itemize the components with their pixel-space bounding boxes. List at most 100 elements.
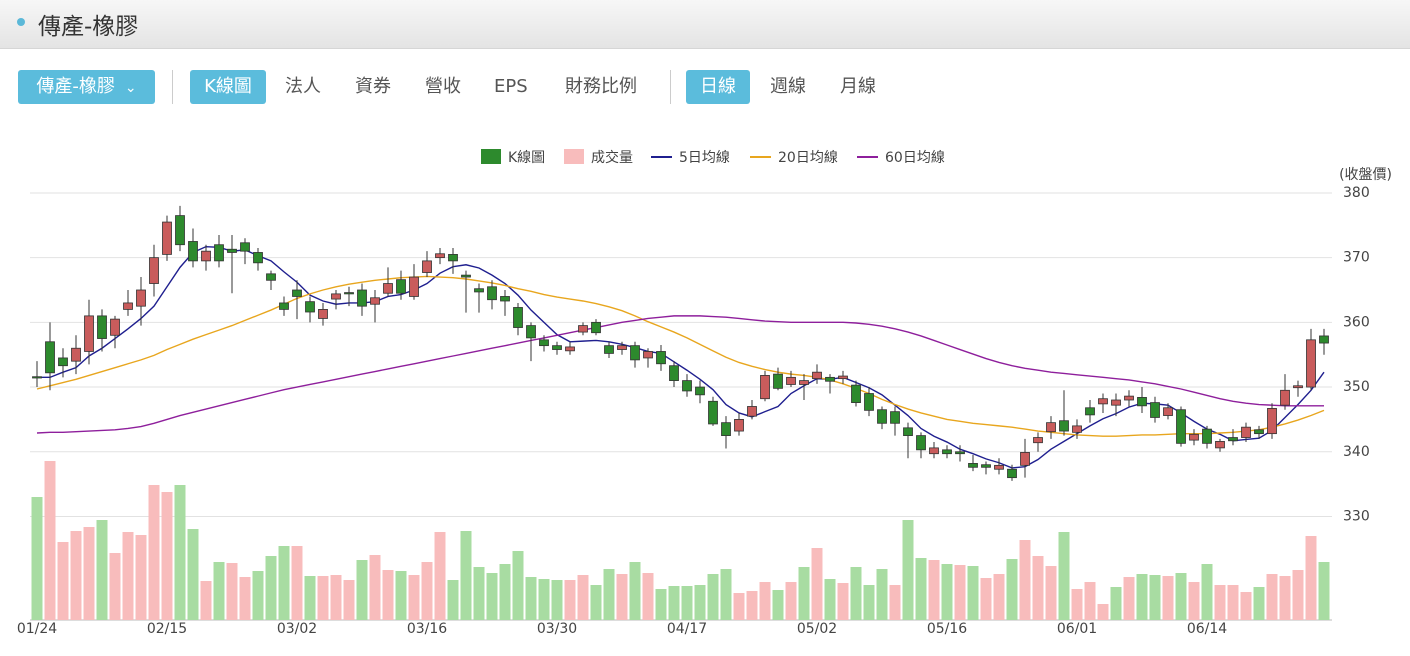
legend-swatch[interactable]	[564, 149, 584, 164]
volume-bar	[1253, 587, 1265, 620]
candle-body	[656, 351, 666, 365]
volume-bar	[57, 542, 69, 620]
ma-line	[37, 245, 1325, 469]
candle-body	[1059, 420, 1069, 432]
volume-bar	[343, 580, 355, 620]
volume-bar	[109, 553, 121, 620]
candle-body	[1072, 425, 1082, 433]
legend-label[interactable]: 5日均線	[679, 150, 730, 166]
volume-bar	[1149, 575, 1161, 620]
legend-label[interactable]: 成交量	[591, 149, 633, 166]
candle-body	[149, 257, 159, 284]
volume-bar	[746, 591, 758, 620]
candle-body	[1046, 422, 1056, 433]
volume-bar	[707, 574, 719, 620]
tab[interactable]: 法人	[285, 76, 321, 97]
candle-body	[201, 250, 211, 262]
candle-body	[1189, 433, 1199, 441]
candle-body	[435, 253, 445, 259]
tab[interactable]: K線圖	[190, 70, 266, 104]
legend-label[interactable]: 60日均線	[885, 150, 945, 166]
volume-bar	[551, 580, 563, 620]
candle-body	[357, 289, 367, 307]
legend-label[interactable]: 20日均線	[778, 150, 838, 166]
volume-bar	[330, 575, 342, 620]
candle-body	[1020, 452, 1030, 466]
volume-bar	[408, 575, 420, 620]
candle-body	[916, 435, 926, 451]
candle-body	[1319, 335, 1329, 344]
candle-body	[214, 244, 224, 262]
candle-body	[292, 289, 302, 297]
volume-bar	[161, 492, 173, 620]
legend-swatch[interactable]	[481, 149, 501, 164]
candle-body	[136, 289, 146, 307]
volume-bar	[1201, 564, 1213, 620]
volume-bar	[798, 567, 810, 620]
candle-body	[682, 380, 692, 392]
tab[interactable]: 資券	[355, 76, 391, 97]
legend-label[interactable]: K線圖	[508, 150, 545, 166]
volume-bar	[850, 567, 862, 620]
candle-body	[188, 241, 198, 262]
candle-body	[84, 315, 94, 352]
volume-bar	[434, 532, 446, 620]
volume-bar	[1305, 536, 1317, 620]
header: 傳產-橡膠	[0, 0, 1410, 49]
x-tick-label: 03/02	[277, 621, 317, 637]
volume-bar	[1071, 589, 1083, 620]
candle-body	[812, 371, 822, 380]
candle-body	[383, 283, 393, 294]
candle-body	[396, 279, 406, 294]
tab[interactable]: 營收	[425, 76, 461, 97]
candle-body	[760, 375, 770, 400]
x-tick-label: 03/30	[537, 621, 577, 637]
tab[interactable]: 財務比例	[565, 76, 637, 97]
candle-body	[734, 419, 744, 432]
volume-bar	[1266, 574, 1278, 620]
volume-bar	[863, 585, 875, 620]
candle-body	[1306, 339, 1316, 388]
candle-body	[97, 315, 107, 339]
x-tick-label: 05/02	[797, 621, 837, 637]
volume-bar	[226, 563, 238, 620]
y-tick-label: 350	[1343, 379, 1370, 395]
volume-bar	[603, 569, 615, 620]
category-dropdown[interactable]: 傳產-橡膠 ⌄	[18, 70, 155, 104]
volume-bar	[954, 565, 966, 620]
volume-bar	[1292, 570, 1304, 620]
candle-body	[799, 380, 809, 385]
volume-bar	[421, 562, 433, 620]
volume-bar	[1188, 582, 1200, 620]
volume-bar	[720, 569, 732, 620]
candle-body	[1228, 437, 1238, 442]
period-tab[interactable]: 週線	[770, 76, 806, 97]
candle-body	[1280, 389, 1290, 406]
volume-bar	[499, 564, 511, 620]
volume-bar	[655, 589, 667, 620]
volume-bar	[1279, 576, 1291, 620]
volume-bar	[83, 527, 95, 620]
candle-body	[461, 274, 471, 278]
candle-body	[1111, 399, 1121, 406]
volume-bar	[889, 585, 901, 620]
candle-body	[617, 345, 627, 350]
candle-body	[578, 325, 588, 333]
volume-bar	[1032, 556, 1044, 620]
x-tick-label: 06/14	[1187, 621, 1227, 637]
candle-body	[773, 373, 783, 389]
period-tab[interactable]: 月線	[840, 76, 876, 97]
volume-bar	[1214, 585, 1226, 620]
volume-bar	[1097, 604, 1109, 620]
period-tab[interactable]: 日線	[686, 70, 750, 104]
volume-bar	[44, 461, 56, 620]
candle-body	[851, 384, 861, 403]
candle-body	[331, 293, 341, 300]
volume-bar	[291, 546, 303, 620]
candle-body	[643, 351, 653, 359]
tab[interactable]: EPS	[494, 76, 528, 97]
candle-body	[1124, 395, 1134, 401]
candle-body	[695, 386, 705, 396]
volume-bar	[460, 531, 472, 620]
candle-body	[994, 464, 1004, 470]
